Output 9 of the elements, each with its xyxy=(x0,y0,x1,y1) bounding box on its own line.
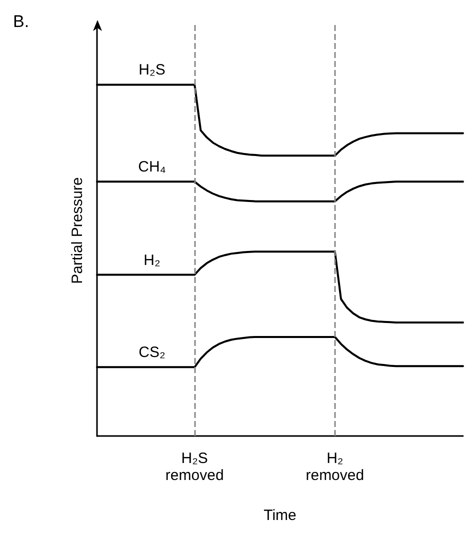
x-tick-label: H₂ removed xyxy=(306,450,364,484)
x-axis-title: Time xyxy=(264,507,296,524)
chart-title: B. xyxy=(13,12,30,31)
series-label: H₂S xyxy=(138,62,166,79)
series-label: CS₂ xyxy=(138,344,166,362)
series-label: H₂ xyxy=(144,252,161,269)
series-label: CH₄ xyxy=(138,158,166,176)
y-axis-title: Partial Pressure xyxy=(69,177,86,284)
x-tick-label: H₂S removed xyxy=(165,450,224,484)
